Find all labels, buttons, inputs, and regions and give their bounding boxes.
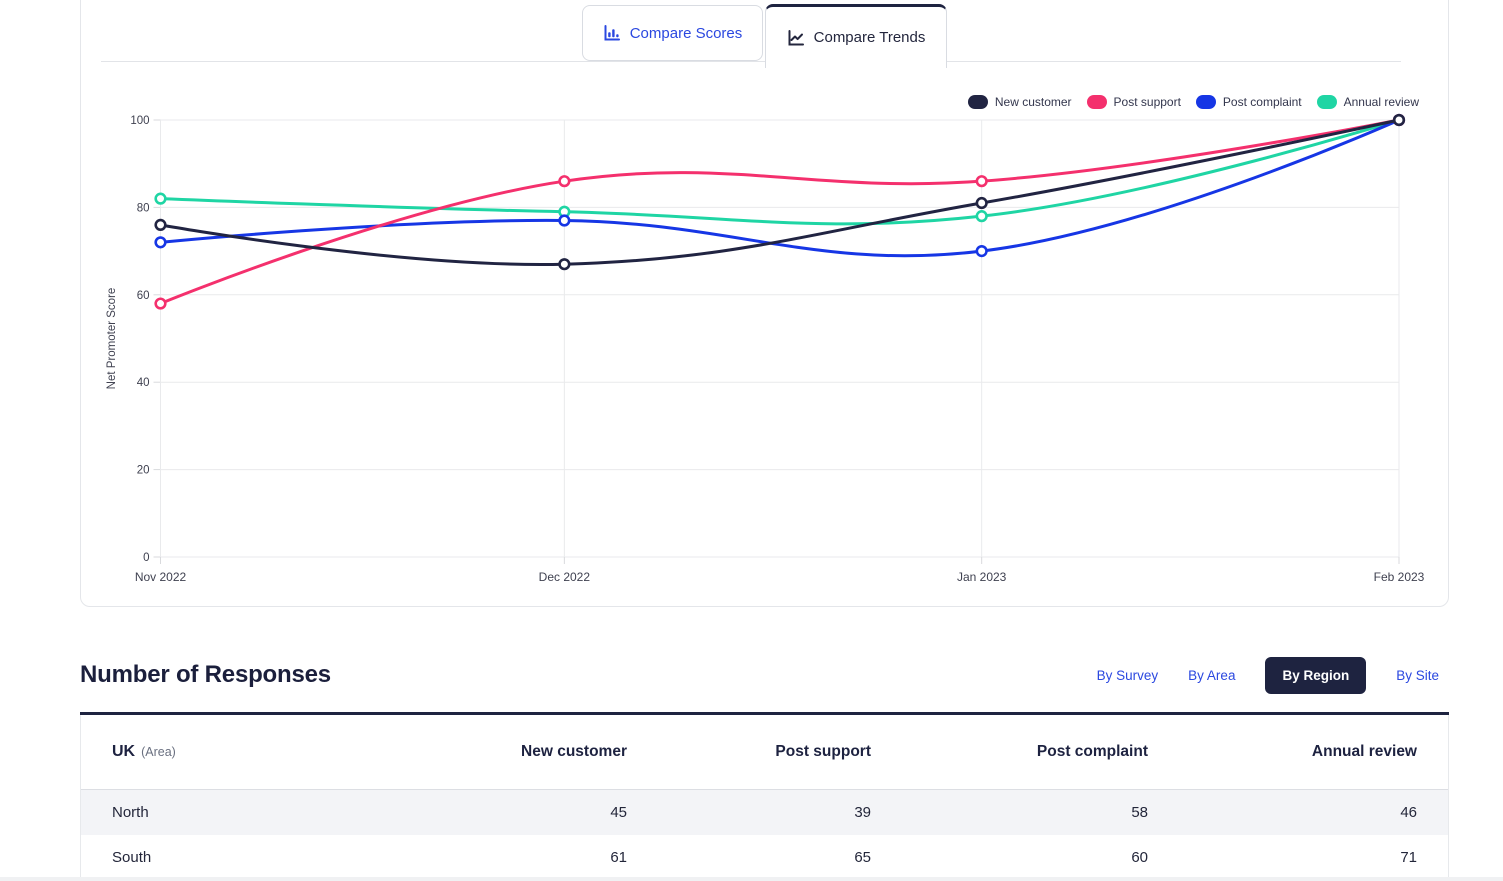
column-header: New customer — [521, 743, 627, 760]
table-top-border — [80, 712, 1449, 715]
data-point[interactable] — [154, 192, 167, 205]
y-tick-label: 0 — [143, 552, 149, 564]
y-tick-label: 40 — [137, 377, 150, 389]
data-point[interactable] — [975, 175, 988, 188]
column-header: Post support — [775, 743, 871, 760]
responses-section-header: Number of Responses By Survey By Area By R… — [80, 652, 1449, 698]
x-tick-label: Feb 2023 — [1374, 570, 1425, 584]
data-point[interactable] — [154, 218, 167, 231]
y-tick-label: 100 — [130, 115, 149, 127]
legend-swatch — [1086, 95, 1107, 109]
series-line — [159, 118, 1401, 267]
legend-swatch — [1316, 95, 1337, 109]
chart-card: Compare Scores Compare Trends New custom… — [80, 0, 1449, 607]
series-line — [159, 118, 1401, 258]
bar-chart-icon — [604, 25, 620, 41]
section-title: Number of Responses — [80, 661, 331, 688]
legend-item[interactable]: Post support — [1086, 95, 1181, 109]
table-row: South 61 65 60 71 — [81, 835, 1448, 880]
table-cell: 58 — [1131, 804, 1148, 821]
table-group-header: UK (Area) — [112, 743, 381, 761]
group-label: UK — [112, 743, 136, 760]
data-point[interactable] — [975, 245, 988, 258]
tab-compare-trends[interactable]: Compare Trends — [765, 4, 947, 68]
data-point[interactable] — [154, 297, 167, 310]
filter-by-area[interactable]: By Area — [1188, 667, 1236, 683]
trend-chart-svg[interactable]: 0 20 40 60 80 100 Nov 2022 Dec 2022 Jan 2023 Feb … — [101, 81, 1441, 586]
response-filters: By Survey By Area By Region By Site — [1096, 656, 1449, 694]
filter-by-region[interactable]: By Region — [1265, 656, 1367, 694]
series-line — [159, 118, 1401, 306]
legend-label: Post complaint — [1222, 95, 1302, 109]
table-cell: 71 — [1400, 849, 1417, 866]
y-tick-label: 20 — [137, 465, 150, 477]
line-chart-icon — [788, 29, 804, 45]
table-cell: 61 — [610, 849, 627, 866]
legend-label: New customer — [994, 95, 1072, 109]
x-tick-label: Dec 2022 — [539, 570, 591, 584]
chart-legend: New customer Post support Post complaint An… — [967, 95, 1419, 109]
bottom-strip — [0, 877, 1503, 881]
x-tick-label: Nov 2022 — [135, 570, 187, 584]
legend-item[interactable]: Annual review — [1316, 95, 1419, 109]
responses-table: UK (Area) New customer Post support Post co… — [80, 715, 1449, 880]
tab-compare-scores[interactable]: Compare Scores — [582, 5, 763, 61]
tab-compare-scores-label: Compare Scores — [629, 24, 743, 42]
legend-item[interactable]: Post complaint — [1195, 95, 1302, 109]
column-header: Post complaint — [1036, 743, 1148, 760]
legend-label: Annual review — [1343, 95, 1419, 109]
row-label: South — [112, 849, 152, 866]
data-point[interactable] — [558, 175, 571, 188]
legend-item[interactable]: New customer — [967, 95, 1072, 109]
table-row: North 45 39 58 46 — [81, 790, 1448, 835]
table-cell: 65 — [854, 849, 871, 866]
legend-swatch — [1195, 95, 1216, 109]
data-point[interactable] — [154, 236, 167, 249]
table-cell: 46 — [1400, 804, 1417, 821]
y-tick-label: 60 — [137, 290, 150, 302]
data-point[interactable] — [1392, 113, 1406, 127]
table-cell: 39 — [854, 804, 871, 821]
row-label: North — [112, 804, 149, 821]
filter-by-site[interactable]: By Site — [1396, 667, 1439, 683]
y-axis-title: Net Promoter Score — [106, 288, 118, 390]
legend-label: Post support — [1113, 95, 1181, 109]
table-cell: 45 — [610, 804, 627, 821]
data-point[interactable] — [558, 258, 571, 271]
tab-compare-trends-label: Compare Trends — [813, 29, 926, 46]
series-line — [159, 118, 1401, 226]
table-cell: 60 — [1131, 849, 1148, 866]
table-header-row: UK (Area) New customer Post support Post co… — [81, 715, 1448, 790]
legend-swatch — [967, 95, 988, 109]
tab-bar-divider — [101, 61, 1401, 62]
data-point[interactable] — [975, 210, 988, 223]
column-header: Annual review — [1311, 743, 1417, 760]
y-tick-label: 80 — [137, 202, 150, 214]
filter-by-survey[interactable]: By Survey — [1096, 667, 1159, 683]
data-point[interactable] — [975, 196, 988, 210]
group-sublabel: (Area) — [141, 745, 176, 759]
data-point[interactable] — [558, 214, 571, 227]
x-tick-label: Jan 2023 — [957, 570, 1007, 584]
